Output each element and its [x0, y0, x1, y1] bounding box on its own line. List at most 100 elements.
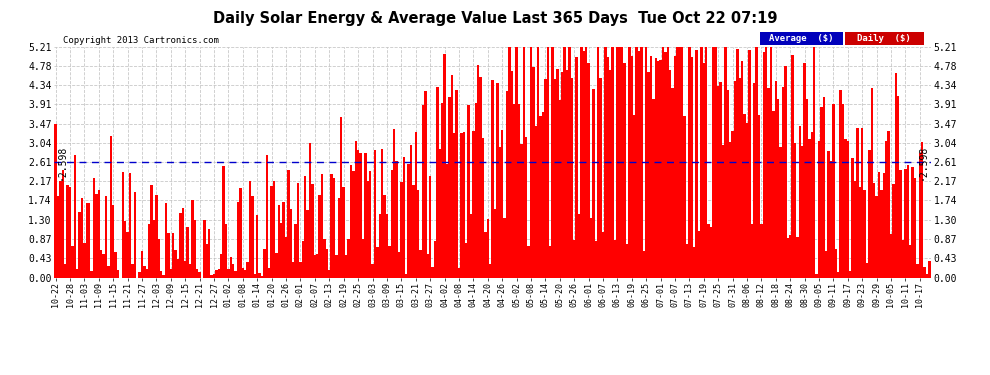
Bar: [146, 269, 148, 278]
Bar: [553, 79, 556, 278]
Bar: [434, 241, 437, 278]
Bar: [875, 196, 878, 278]
Bar: [767, 88, 770, 278]
Bar: [230, 256, 232, 278]
Bar: [518, 104, 520, 278]
Bar: [535, 126, 537, 278]
Bar: [878, 172, 880, 278]
Bar: [294, 225, 297, 278]
Bar: [585, 47, 587, 278]
Bar: [405, 274, 407, 278]
Bar: [546, 47, 548, 278]
Bar: [455, 90, 457, 278]
Bar: [172, 234, 174, 278]
Text: Daily Solar Energy & Average Value Last 365 Days  Tue Oct 22 07:19: Daily Solar Energy & Average Value Last …: [213, 11, 777, 26]
Bar: [523, 47, 525, 278]
Bar: [477, 65, 479, 278]
Bar: [516, 47, 518, 278]
Bar: [599, 78, 602, 278]
Bar: [302, 241, 304, 278]
Bar: [880, 189, 883, 278]
Bar: [641, 47, 643, 278]
Bar: [280, 224, 282, 278]
Bar: [457, 268, 460, 278]
Bar: [695, 50, 698, 278]
Bar: [491, 80, 494, 278]
Bar: [508, 47, 511, 278]
Bar: [482, 138, 484, 278]
Bar: [926, 274, 929, 278]
Bar: [273, 181, 275, 278]
FancyBboxPatch shape: [844, 32, 924, 45]
Text: Average  ($): Average ($): [769, 34, 834, 43]
Bar: [626, 244, 628, 278]
Bar: [198, 272, 201, 278]
Bar: [268, 268, 270, 278]
Bar: [56, 196, 59, 278]
Bar: [506, 91, 508, 278]
Bar: [779, 147, 782, 278]
Bar: [799, 126, 801, 278]
Bar: [683, 116, 686, 278]
Bar: [336, 255, 338, 278]
Bar: [513, 104, 516, 278]
Bar: [870, 88, 873, 278]
Bar: [717, 86, 720, 278]
Bar: [247, 262, 248, 278]
Bar: [211, 274, 213, 278]
Bar: [801, 146, 803, 278]
Bar: [95, 194, 98, 278]
Bar: [71, 246, 73, 278]
Bar: [444, 54, 446, 278]
Bar: [590, 218, 592, 278]
Bar: [83, 243, 86, 278]
Bar: [439, 149, 441, 278]
Bar: [732, 131, 734, 278]
Bar: [398, 252, 400, 278]
Bar: [813, 47, 816, 278]
Bar: [422, 105, 424, 278]
Bar: [710, 227, 712, 278]
Bar: [649, 56, 652, 278]
Bar: [376, 247, 378, 278]
Bar: [432, 267, 434, 278]
Bar: [568, 47, 570, 278]
Bar: [912, 167, 914, 278]
Bar: [371, 264, 373, 278]
Bar: [858, 187, 861, 278]
Bar: [160, 271, 162, 278]
Bar: [388, 246, 390, 278]
Bar: [777, 99, 779, 278]
Bar: [403, 157, 405, 278]
Bar: [179, 213, 182, 278]
Bar: [712, 47, 715, 278]
Bar: [194, 220, 196, 278]
Bar: [631, 56, 633, 278]
Bar: [245, 270, 247, 278]
Bar: [73, 155, 76, 278]
Bar: [424, 91, 427, 278]
Bar: [361, 239, 364, 278]
Bar: [686, 244, 688, 278]
Bar: [823, 98, 825, 278]
Bar: [851, 158, 853, 278]
Bar: [148, 224, 150, 278]
Bar: [853, 182, 856, 278]
Bar: [659, 60, 661, 278]
Bar: [69, 187, 71, 278]
Bar: [636, 47, 638, 278]
Bar: [616, 47, 619, 278]
Bar: [494, 209, 496, 278]
Bar: [297, 183, 299, 278]
Bar: [98, 189, 100, 278]
Bar: [803, 63, 806, 278]
Bar: [275, 254, 277, 278]
Bar: [784, 66, 787, 278]
Bar: [191, 200, 194, 278]
Text: Copyright 2013 Cartronics.com: Copyright 2013 Cartronics.com: [63, 36, 219, 45]
Bar: [835, 249, 837, 278]
Bar: [124, 221, 127, 278]
Bar: [760, 224, 762, 278]
Bar: [369, 171, 371, 278]
Bar: [624, 63, 626, 278]
